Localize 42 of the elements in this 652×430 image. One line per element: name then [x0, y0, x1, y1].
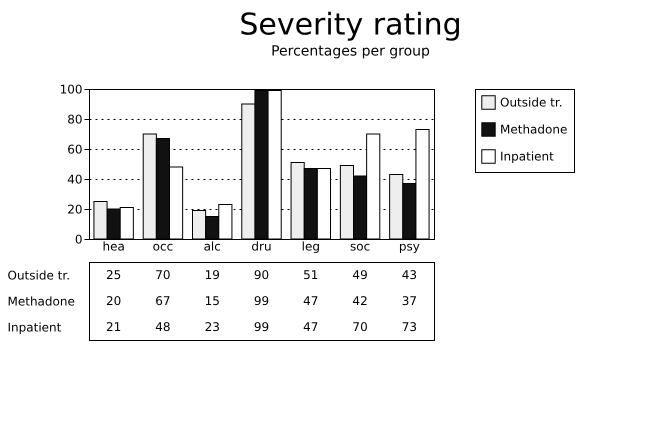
legend-label: Methadone — [500, 122, 568, 136]
data-label: 48 — [155, 320, 171, 334]
data-label: 23 — [204, 320, 220, 334]
data-label: 73 — [402, 320, 417, 334]
legend-label: Inpatient — [500, 150, 554, 164]
data-label: 20 — [106, 294, 122, 308]
x-tick-label: leg — [302, 240, 320, 254]
x-tick-label: soc — [350, 240, 370, 254]
data-label: 47 — [303, 294, 318, 308]
text: Methadone — [8, 294, 75, 308]
data-label: 99 — [254, 320, 270, 334]
data-label: 90 — [254, 268, 270, 282]
data-label: 70 — [352, 320, 368, 334]
data-label: 37 — [402, 294, 417, 308]
data-label: 15 — [204, 294, 220, 308]
text: Outside tr. — [8, 268, 70, 282]
x-tick-label: occ — [152, 240, 174, 254]
data-label: 70 — [155, 268, 171, 282]
x-tick-label: dru — [251, 240, 272, 254]
y-tick-label: 20 — [67, 202, 82, 216]
data-label: 49 — [352, 268, 368, 282]
chart-subtitle: Percentages per group — [271, 44, 430, 60]
data-label: 51 — [303, 268, 318, 282]
data-label: 25 — [106, 268, 122, 282]
legend-label: Outside tr. — [500, 96, 563, 110]
x-tick-label: hea — [102, 240, 125, 254]
text: Inpatient — [8, 320, 62, 334]
data-label: 47 — [303, 320, 318, 334]
y-tick-label: 60 — [67, 142, 82, 156]
data-label: 21 — [106, 320, 122, 334]
y-tick-label: 100 — [60, 82, 82, 96]
data-label: 99 — [254, 294, 270, 308]
data-label: 43 — [402, 268, 417, 282]
chart-title: Severity rating — [239, 8, 462, 42]
x-tick-label: alc — [204, 240, 221, 254]
data-label: 42 — [352, 294, 368, 308]
y-tick-label: 0 — [74, 232, 82, 246]
y-tick-label: 40 — [67, 172, 82, 186]
data-label: 67 — [155, 294, 171, 308]
y-tick-label: 80 — [67, 112, 82, 126]
data-label: 19 — [204, 268, 220, 282]
x-tick-label: psy — [398, 240, 420, 254]
